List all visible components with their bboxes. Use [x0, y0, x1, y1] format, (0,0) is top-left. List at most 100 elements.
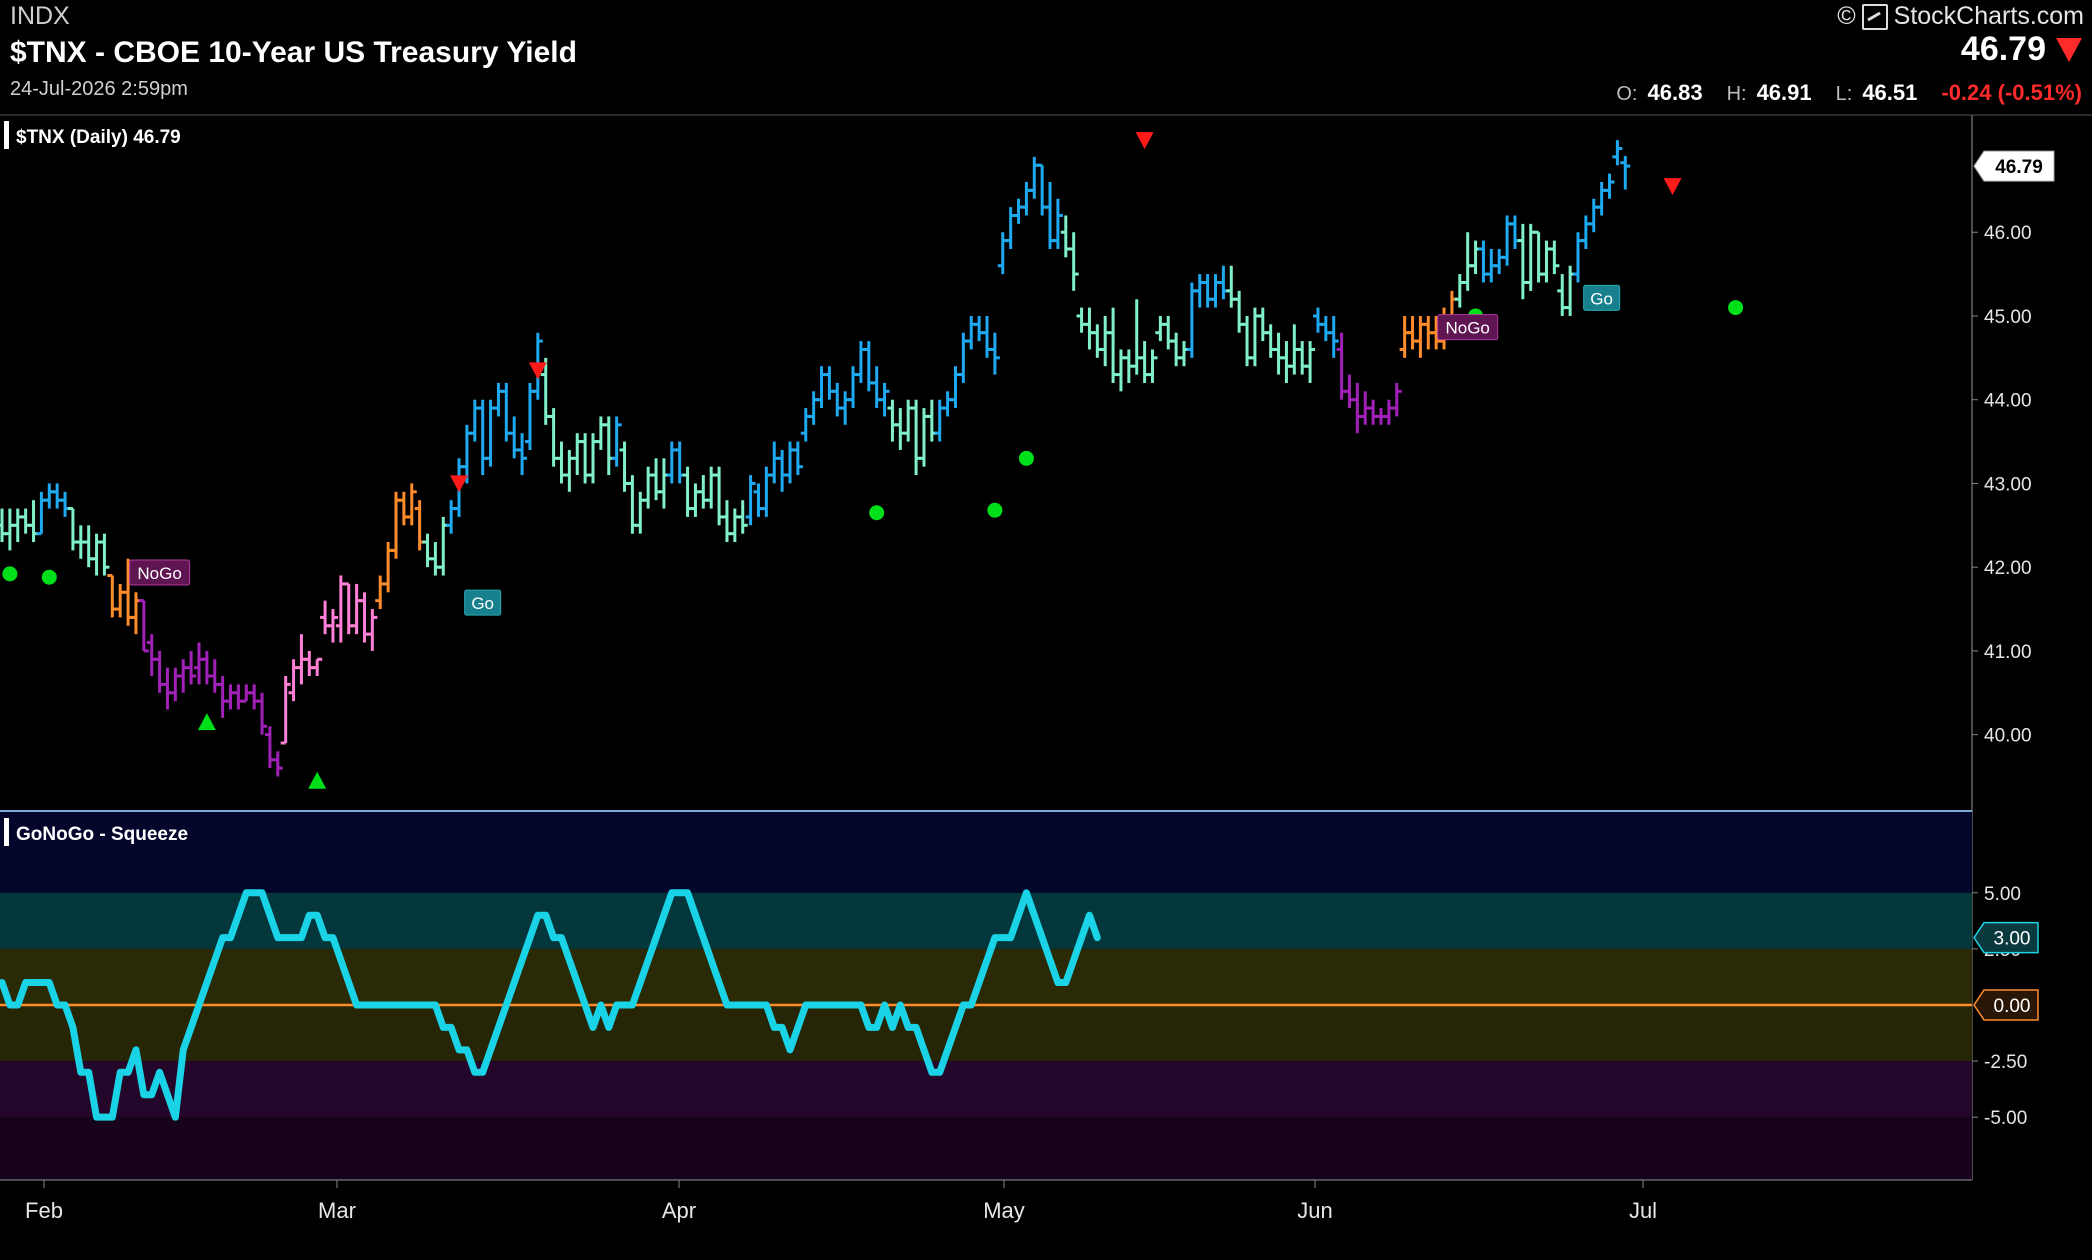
ohlc-bar — [1612, 140, 1623, 166]
ohlc-bar — [635, 491, 646, 534]
stockcharts-logo-icon — [1861, 3, 1888, 30]
price-panel[interactable]: 46.00 45.00 44.00 43.00 42.00 41.00 40.00 NoGo G… — [0, 114, 2092, 1180]
ohlc-bar — [1179, 341, 1189, 367]
ohlc-bar — [556, 441, 567, 484]
ohlc-bar — [304, 650, 315, 677]
triangle-up-marker — [197, 713, 216, 731]
ohlc-bar — [20, 508, 31, 534]
ohlc-bar — [469, 399, 480, 442]
price-tick-label: 44.00 — [1984, 391, 2032, 412]
ohlc-bar — [934, 399, 945, 442]
ohlc-bar — [1186, 282, 1197, 358]
squeeze-tick-label: 5.00 — [1984, 884, 2021, 905]
squeeze-band — [0, 1061, 1972, 1118]
low-label: L: — [1835, 83, 1853, 105]
ohlc-bar — [1005, 207, 1016, 249]
price-legend: $TNX (Daily) 46.79 — [4, 121, 181, 149]
ohlc-bar — [201, 650, 212, 685]
ohlc-bar — [1257, 307, 1268, 342]
ohlc-bar — [785, 441, 795, 484]
ohlc-bar — [1383, 399, 1394, 425]
ohlc-bar — [1391, 382, 1402, 417]
ohlc-bar — [1297, 341, 1308, 375]
brand-name: StockCharts.com — [1893, 2, 2084, 30]
ohlc-bar — [729, 508, 740, 543]
go-dot-marker — [987, 502, 1003, 518]
svg-text:Go: Go — [471, 594, 494, 613]
go-dot-marker — [1728, 300, 1744, 316]
ohlc-bar — [982, 315, 992, 358]
go-dot-marker — [2, 566, 18, 582]
x-tick-label: Feb — [25, 1198, 63, 1223]
ohlc-bar — [1084, 307, 1095, 350]
squeeze-legend-text: GoNoGo - Squeeze — [16, 824, 188, 845]
squeeze-band — [0, 812, 1972, 893]
ohlc-bar — [257, 692, 268, 735]
x-tick-label: May — [983, 1198, 1025, 1223]
brand-watermark[interactable]: © StockCharts.com — [1837, 2, 2084, 31]
ohlc-bar — [1108, 307, 1119, 383]
svg-text:3.00: 3.00 — [1994, 929, 2031, 950]
ohlc-bar — [572, 433, 583, 476]
ohlc-bar — [1407, 315, 1418, 350]
svg-text:NoGo: NoGo — [137, 564, 181, 583]
ohlc-bar — [966, 315, 977, 350]
ohlc-bar — [335, 575, 346, 643]
ohlc-bar — [1013, 198, 1024, 224]
ohlc-bar — [1045, 181, 1056, 249]
ohlc-bar — [1060, 215, 1071, 258]
svg-text:46.79: 46.79 — [1995, 157, 2043, 178]
ohlc-bar — [249, 684, 260, 710]
exchange-label: INDX — [10, 2, 70, 30]
ohlc-bar — [517, 433, 528, 476]
ohlc-bar — [264, 726, 275, 769]
ohlc-bar — [1029, 156, 1040, 199]
chart-title: $TNX - CBOE 10-Year US Treasury Yield — [10, 36, 577, 69]
ohlc-bar — [178, 659, 189, 693]
ohlc-bar — [879, 382, 890, 417]
ohlc-bar — [848, 366, 859, 409]
ohlc-bar — [1194, 274, 1205, 308]
ohlc-bar — [327, 609, 338, 643]
ohlc-bar — [217, 676, 228, 718]
low-value: 46.51 — [1862, 80, 1918, 105]
copyright-icon: © — [1837, 2, 1856, 30]
ohlc-bar — [1312, 307, 1323, 333]
ohlc-bar — [769, 441, 780, 484]
ohlc-bar — [209, 659, 220, 693]
triangle-up-marker — [308, 771, 327, 789]
squeeze-tick-label: -5.00 — [1984, 1108, 2027, 1129]
chart-datetime: 24-Jul-2026 2:59pm — [10, 78, 188, 100]
ohlc-bar — [146, 634, 157, 677]
ohlc-bar — [391, 491, 401, 559]
ohlc-bar — [272, 751, 283, 777]
ohlc-bar — [777, 449, 788, 492]
ohlc-bar — [989, 332, 1000, 375]
ohlc-bar — [926, 399, 937, 442]
ohlc-bar — [107, 574, 118, 618]
ohlc-bar — [91, 533, 102, 576]
x-tick-label: Jun — [1297, 1198, 1332, 1223]
ohlc-bar — [1100, 315, 1111, 367]
ohlc-bar — [603, 416, 614, 476]
zero-line-badge: 0.00 — [1973, 989, 2039, 1021]
ohlc-bar — [997, 232, 1008, 275]
ohlc-bar — [1234, 290, 1245, 333]
legend-swatch — [4, 121, 9, 149]
ohlc-bar — [288, 659, 299, 702]
x-tick-label: Mar — [318, 1198, 356, 1223]
ohlc-bar — [808, 391, 819, 425]
legend-swatch — [4, 818, 9, 846]
squeeze-last-badge: 3.00 — [1973, 921, 2039, 954]
ohlc-bar — [28, 500, 39, 543]
ohlc-bar — [0, 508, 7, 543]
ohlc-bar — [674, 441, 685, 484]
high-value: 46.91 — [1756, 80, 1812, 105]
ohlc-bar — [1462, 232, 1473, 291]
ohlc-bar — [1320, 315, 1331, 342]
svg-text:NoGo: NoGo — [1445, 319, 1489, 338]
ohlc-bar — [1328, 315, 1339, 358]
price-tick-label: 41.00 — [1984, 642, 2032, 663]
